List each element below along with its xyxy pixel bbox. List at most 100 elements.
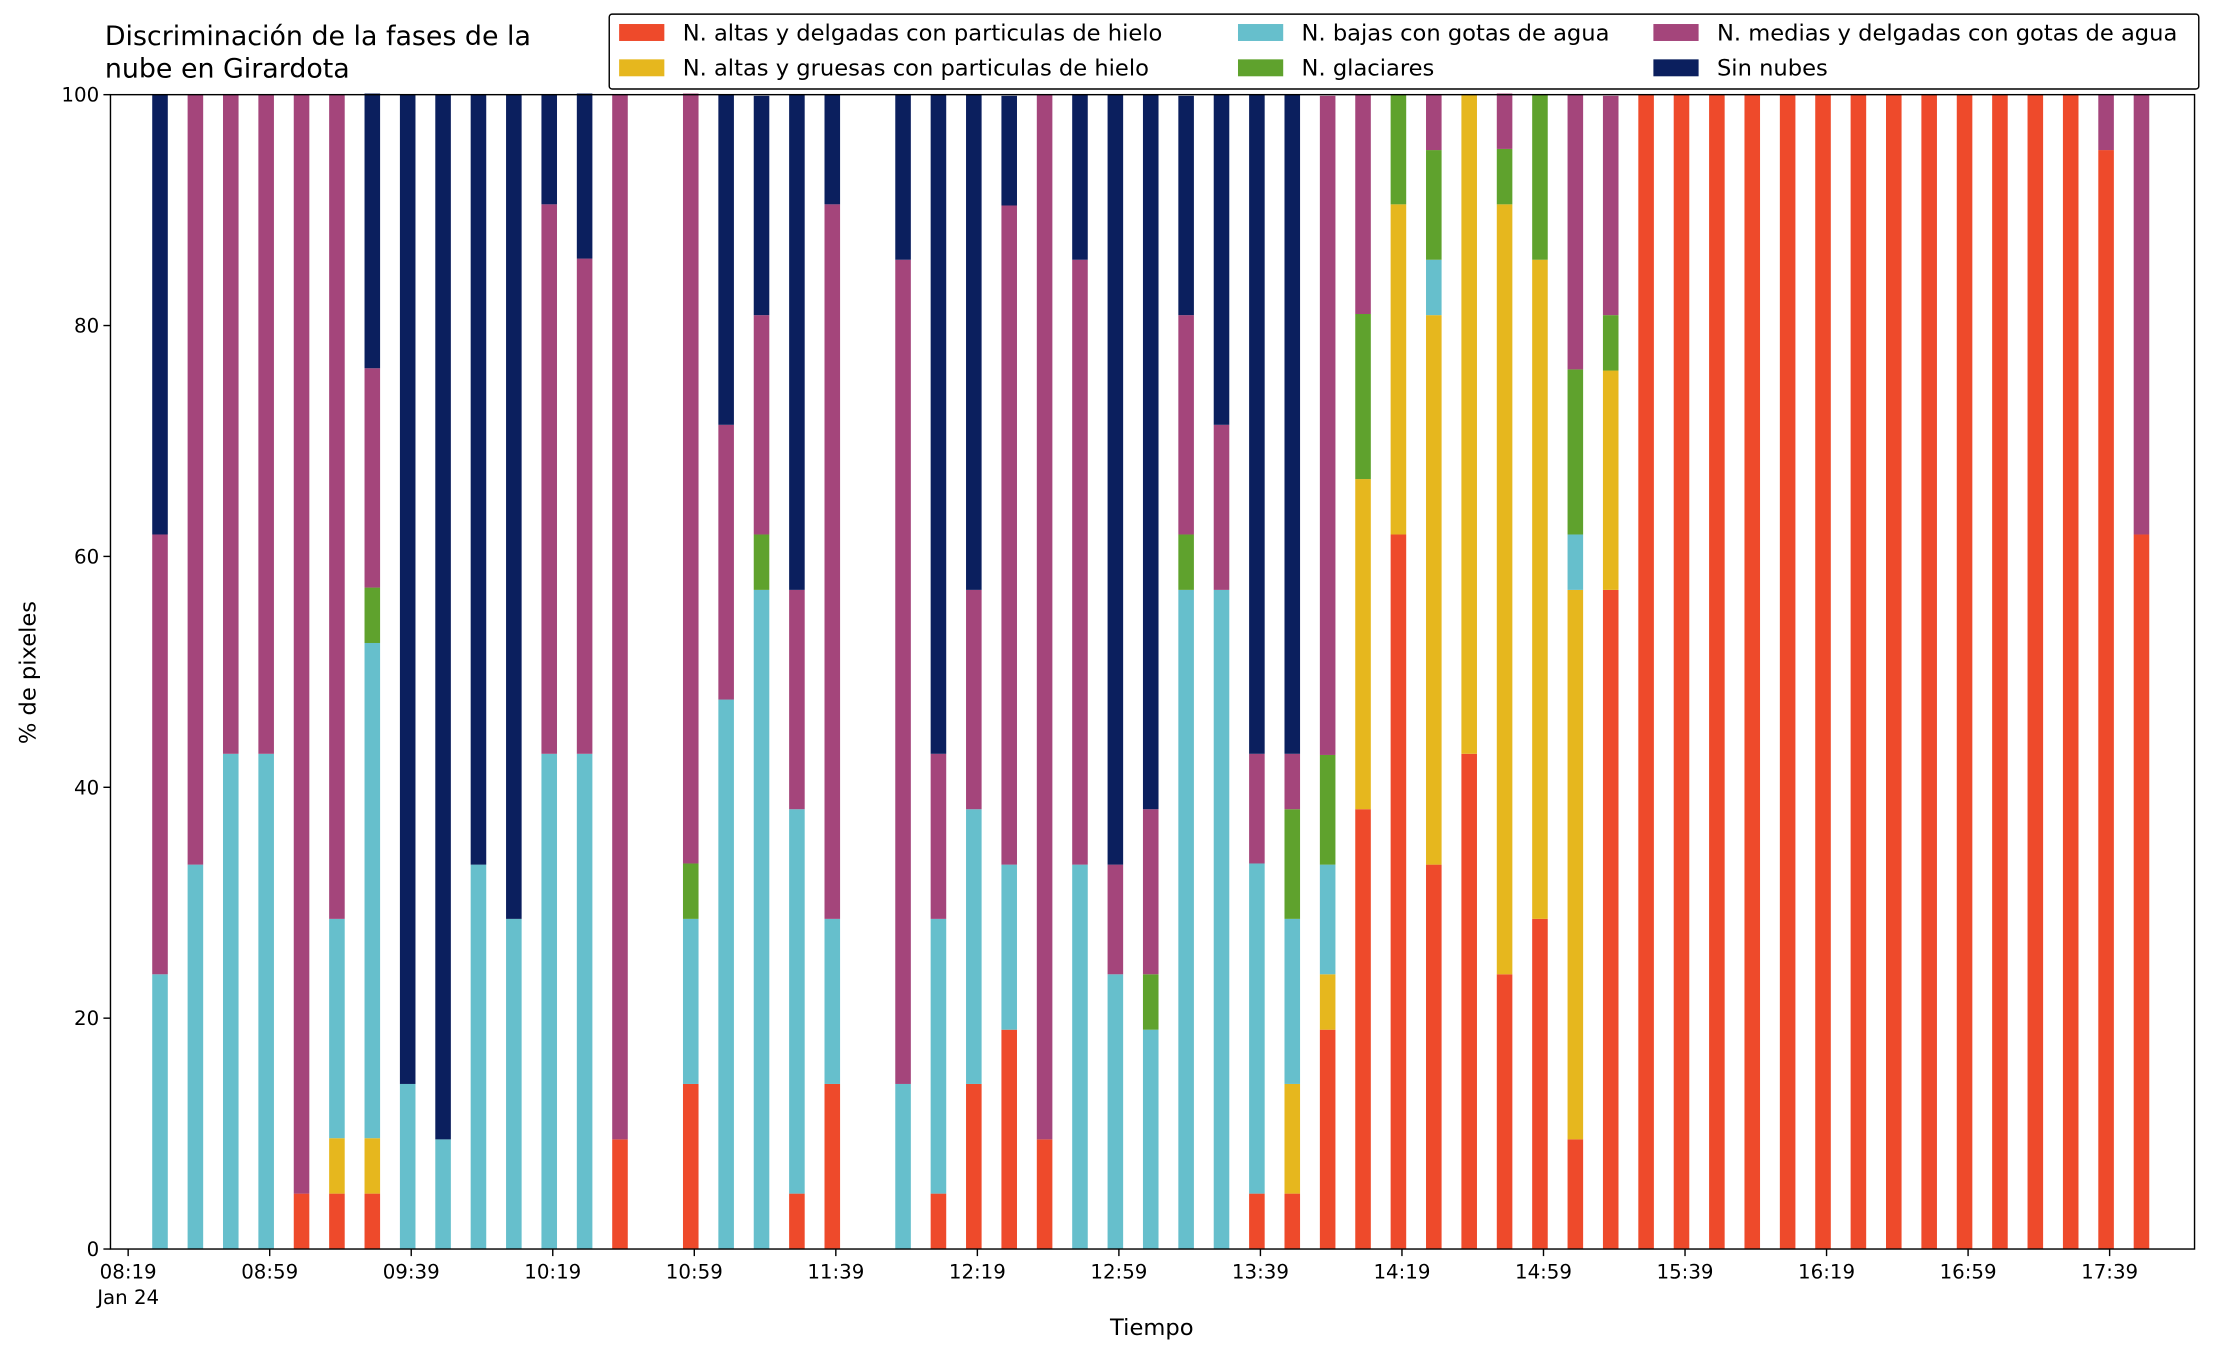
bar-segment xyxy=(1426,150,1442,260)
bar-segment xyxy=(1567,369,1584,535)
bar-segment xyxy=(824,94,841,205)
bar-segment xyxy=(1001,95,1017,206)
bar-segment xyxy=(1213,94,1230,425)
bar-segment xyxy=(1284,753,1301,810)
x-tick-label: 11:39 xyxy=(807,1261,864,1284)
x-tick-label: 16:59 xyxy=(1940,1261,1997,1284)
bar-segment xyxy=(1567,1139,1584,1250)
bar-segment xyxy=(1213,424,1230,590)
bar-segment xyxy=(329,1193,345,1250)
x-tick-label: 14:59 xyxy=(1515,1261,1572,1284)
bar-segment xyxy=(1284,94,1301,754)
bar-segment xyxy=(329,1138,345,1194)
bar-segment xyxy=(1107,974,1124,1250)
legend-label: N. altas y gruesas con particulas de hie… xyxy=(683,56,1149,82)
bar-segment xyxy=(966,1083,982,1250)
bar-segment xyxy=(2133,534,2150,1250)
bar-segment xyxy=(1532,918,1548,1250)
x-tick-label: 16:19 xyxy=(1798,1261,1855,1284)
bar-segment xyxy=(753,589,770,1250)
bar-segment xyxy=(1001,864,1017,1030)
bar-segment xyxy=(506,918,522,1250)
bar-segment xyxy=(1178,534,1194,590)
bar-segment xyxy=(1249,1193,1265,1250)
bar-segment xyxy=(682,863,699,919)
y-tick-label: 0 xyxy=(87,1238,100,1261)
bar-segment xyxy=(1886,94,1902,1250)
bar-segment xyxy=(682,918,699,1084)
bar-segment xyxy=(682,1083,699,1250)
bar-segment xyxy=(1142,809,1159,975)
bar-segment xyxy=(364,587,381,643)
bar-segment xyxy=(1532,94,1548,260)
bar-segment xyxy=(1355,809,1371,1250)
bar-segment xyxy=(1496,204,1513,975)
bar-segment xyxy=(2098,150,2114,1250)
legend-swatch xyxy=(619,59,665,77)
bar-segment xyxy=(966,809,982,1084)
x-tick-label: 15:39 xyxy=(1657,1261,1714,1284)
bar-segment xyxy=(329,94,345,919)
bar-segment xyxy=(541,94,558,205)
bar-segment xyxy=(1426,864,1442,1250)
bar-segment xyxy=(1036,1139,1053,1250)
x-tick-label: 10:19 xyxy=(524,1261,581,1284)
bar-segment xyxy=(789,94,805,590)
bar-segment xyxy=(753,95,770,316)
bar-segment xyxy=(2133,94,2150,535)
y-tick-label: 80 xyxy=(74,315,99,338)
bar-segment xyxy=(293,1193,310,1250)
bar-segment xyxy=(1461,753,1477,1250)
bar-segment xyxy=(1284,809,1301,919)
chart-title: Discriminación de la fases de la nube en… xyxy=(104,21,531,85)
bar-segment xyxy=(1602,95,1619,316)
bar-segment xyxy=(1142,94,1159,810)
bar-segment xyxy=(1001,1029,1017,1250)
bar-segment xyxy=(789,809,805,1194)
bar-segment xyxy=(1284,1193,1301,1250)
legend-swatch xyxy=(1653,24,1699,41)
bar-segment xyxy=(1319,1029,1336,1250)
bar-segment xyxy=(435,94,451,1140)
bar-segment xyxy=(1072,259,1088,865)
bar-segment xyxy=(895,1083,911,1250)
bar-segment xyxy=(399,1083,416,1250)
x-tick-label: 10:59 xyxy=(666,1261,723,1284)
bar-segment xyxy=(1461,94,1477,754)
bar-segment xyxy=(576,753,593,1250)
bar-segment xyxy=(293,94,310,1194)
bar-segment xyxy=(1142,974,1159,1030)
bar-segment xyxy=(1249,94,1265,754)
legend-swatch xyxy=(1237,59,1284,77)
bar-segment xyxy=(1390,534,1407,1250)
x-tick-label: 14:19 xyxy=(1373,1261,1430,1284)
legend-label: N. glaciares xyxy=(1302,56,1435,82)
bar-segment xyxy=(718,699,734,1250)
bar-segment xyxy=(824,204,841,919)
bar-segment xyxy=(2027,94,2044,1250)
bar-segment xyxy=(1496,93,1513,149)
bar-segment xyxy=(1426,94,1442,151)
bar-segment xyxy=(541,753,558,1250)
bar-segment xyxy=(187,94,204,865)
bar-segment xyxy=(930,918,947,1194)
bar-segment xyxy=(930,94,947,754)
bar-segment xyxy=(718,94,734,425)
bar-segment xyxy=(506,94,522,919)
bar-segment xyxy=(1319,754,1336,865)
bar-segment xyxy=(789,589,805,810)
bar-segment xyxy=(1390,204,1407,535)
bar-segment xyxy=(1850,94,1867,1250)
y-tick-label: 60 xyxy=(74,545,99,568)
bar-segment xyxy=(1213,589,1230,1250)
bar-segment xyxy=(1638,94,1654,1250)
legend-label: N. medias y delgadas con gotas de agua xyxy=(1717,20,2177,46)
x-tick-label: 12:19 xyxy=(949,1261,1006,1284)
bar-segment xyxy=(1036,94,1053,1140)
x-tick-label: 08:19 xyxy=(100,1261,157,1284)
bar-segment xyxy=(682,93,699,864)
bar-segment xyxy=(2098,94,2114,151)
bar-segment xyxy=(753,315,770,535)
bar-segment xyxy=(612,1139,628,1250)
y-tick-label: 100 xyxy=(61,84,99,107)
